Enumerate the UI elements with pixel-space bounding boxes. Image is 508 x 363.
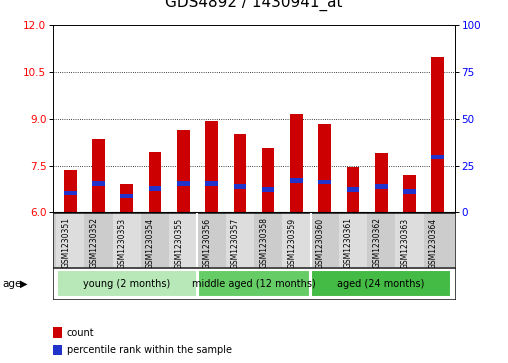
Bar xyxy=(424,213,452,267)
Bar xyxy=(395,213,424,267)
Text: GSM1230353: GSM1230353 xyxy=(118,217,127,269)
Text: ▶: ▶ xyxy=(20,278,27,289)
Bar xyxy=(64,170,77,212)
Text: GSM1230363: GSM1230363 xyxy=(400,217,409,269)
Text: percentile rank within the sample: percentile rank within the sample xyxy=(67,345,232,355)
Bar xyxy=(56,213,84,267)
Bar xyxy=(205,181,218,186)
Text: GSM1230360: GSM1230360 xyxy=(315,217,325,269)
Text: GSM1230351: GSM1230351 xyxy=(61,217,70,268)
Bar xyxy=(177,130,189,212)
Bar xyxy=(282,213,310,267)
Text: GSM1230358: GSM1230358 xyxy=(259,217,268,268)
Bar xyxy=(198,270,310,297)
Bar xyxy=(262,187,274,192)
Bar xyxy=(319,123,331,212)
Bar xyxy=(149,152,162,212)
Bar xyxy=(431,155,444,159)
Bar xyxy=(120,184,133,212)
Bar xyxy=(92,139,105,212)
Text: GSM1230362: GSM1230362 xyxy=(372,217,381,268)
Bar xyxy=(149,186,162,191)
Bar xyxy=(403,189,416,194)
Bar xyxy=(311,270,451,297)
Bar xyxy=(431,57,444,212)
Bar xyxy=(205,121,218,212)
Text: count: count xyxy=(67,327,94,338)
Bar xyxy=(64,191,77,195)
Bar xyxy=(113,213,141,267)
Bar xyxy=(57,270,197,297)
Text: GSM1230352: GSM1230352 xyxy=(89,217,99,268)
Text: GSM1230359: GSM1230359 xyxy=(288,217,296,269)
Bar xyxy=(346,167,359,212)
Bar xyxy=(198,213,226,267)
Text: GDS4892 / 1430941_at: GDS4892 / 1430941_at xyxy=(165,0,343,11)
Text: GSM1230361: GSM1230361 xyxy=(344,217,353,268)
Bar xyxy=(141,213,169,267)
Bar xyxy=(375,153,388,212)
Bar xyxy=(339,213,367,267)
Bar xyxy=(375,184,388,189)
Text: GSM1230356: GSM1230356 xyxy=(203,217,212,269)
Bar xyxy=(310,213,339,267)
Bar xyxy=(234,184,246,189)
Bar xyxy=(367,213,395,267)
Text: GSM1230364: GSM1230364 xyxy=(429,217,438,269)
Bar xyxy=(234,134,246,212)
Bar xyxy=(92,181,105,186)
Bar xyxy=(254,213,282,267)
Text: age: age xyxy=(3,278,22,289)
Bar xyxy=(177,181,189,186)
Bar xyxy=(226,213,254,267)
Text: GSM1230355: GSM1230355 xyxy=(174,217,183,269)
Text: middle aged (12 months): middle aged (12 months) xyxy=(192,278,316,289)
Bar xyxy=(319,180,331,184)
Bar xyxy=(169,213,198,267)
Text: young (2 months): young (2 months) xyxy=(83,278,171,289)
Bar xyxy=(262,148,274,212)
Bar xyxy=(403,175,416,212)
Bar xyxy=(290,178,303,183)
Text: GSM1230357: GSM1230357 xyxy=(231,217,240,269)
Text: GSM1230354: GSM1230354 xyxy=(146,217,155,269)
Bar xyxy=(84,213,113,267)
Bar xyxy=(290,114,303,212)
Bar xyxy=(120,193,133,198)
Bar xyxy=(346,187,359,192)
Text: aged (24 months): aged (24 months) xyxy=(337,278,425,289)
